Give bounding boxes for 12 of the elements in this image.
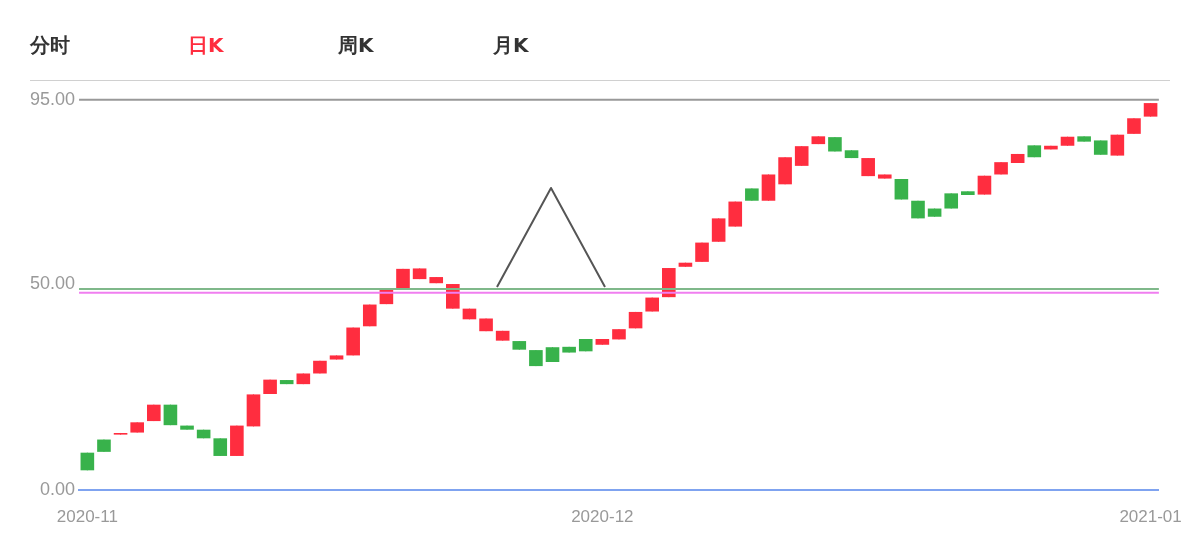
x-tick-label: 2020-12 — [571, 507, 634, 527]
y-tick-label: 50.00 — [30, 273, 76, 294]
y-tick-label: 0.00 — [40, 478, 76, 499]
x-tick-label: 2021-01 — [1119, 507, 1182, 527]
candlestick — [711, 217, 726, 243]
text: 分时 — [30, 32, 70, 59]
text: 周K — [338, 32, 374, 59]
text: 月K — [493, 32, 529, 59]
x-tick-label: 2020-11 — [56, 507, 118, 527]
y-tick-label: 95.00 — [30, 88, 76, 109]
text: 日K — [188, 32, 224, 59]
candlestick — [794, 145, 809, 167]
